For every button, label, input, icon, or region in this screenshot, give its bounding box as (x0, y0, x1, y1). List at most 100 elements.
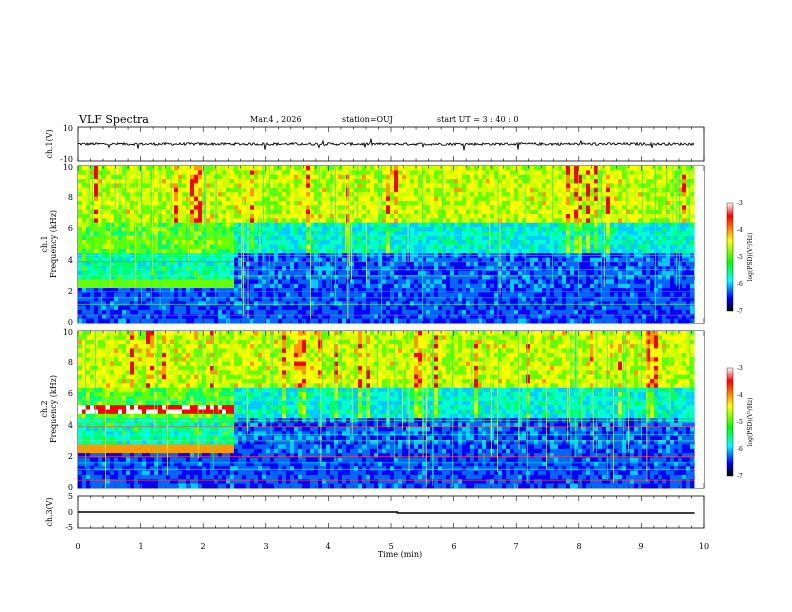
spectrogram-cell (266, 209, 271, 215)
spectrogram-cell (474, 205, 479, 211)
spectrogram-cell (518, 218, 523, 224)
spectrogram-cell (622, 266, 627, 272)
spectrogram-cell (358, 227, 363, 232)
spectrogram-cell (370, 235, 375, 241)
spectrogram-cell (526, 283, 531, 289)
spectrogram-cell (426, 257, 431, 263)
spectrogram-cell (570, 301, 575, 306)
spectrogram-cell (454, 318, 459, 324)
spectrogram-cell (198, 314, 203, 320)
spectrogram-cell (410, 301, 415, 306)
spectrogram-cell (494, 183, 499, 189)
spectrogram-cell (146, 279, 151, 285)
spectrogram-cell (410, 205, 415, 211)
spectrogram-cell (474, 218, 479, 224)
spectrogram-cell (474, 231, 479, 237)
spectrogram-cell (250, 196, 255, 202)
spectrogram-cell (334, 275, 339, 280)
spectrogram-cell (78, 174, 83, 180)
spectrogram-cell (326, 244, 331, 250)
spectrogram-cell (314, 244, 319, 250)
spectrogram-cell (106, 296, 111, 302)
spectrogram-cell (310, 192, 315, 197)
spectrogram-cell (174, 196, 179, 202)
spectrogram-cell (534, 218, 539, 224)
spectrogram-cell (134, 179, 139, 184)
spectrogram-cell (538, 235, 543, 241)
spectrogram-cell (550, 288, 555, 293)
spectrogram-cell (106, 200, 111, 206)
spectrogram-cell (534, 288, 539, 293)
spectrogram-cell (314, 174, 319, 180)
spectrogram-cell (242, 187, 247, 193)
spectrogram-cell (542, 187, 547, 193)
spectrogram-cell (446, 244, 451, 250)
spectrogram-cell (546, 187, 551, 193)
spectrogram-cell (286, 257, 291, 263)
spectrogram-cell (106, 248, 111, 254)
spectrogram-cell (226, 192, 231, 197)
spectrogram-cell (570, 214, 575, 219)
spectrogram-cell (122, 314, 127, 320)
spectrogram-cell (486, 170, 491, 176)
spectrogram-cell (174, 266, 179, 272)
spectrogram-cell (270, 309, 275, 315)
spectrogram-cell (534, 266, 539, 272)
spectrogram-cell (546, 183, 551, 189)
spectrogram-cell (450, 314, 455, 320)
spectrogram-cell (134, 288, 139, 293)
spectrogram-cell (166, 279, 171, 285)
spectrogram-cell (558, 222, 563, 228)
spectrogram-cell (358, 318, 363, 324)
spectrogram-cell (538, 222, 543, 228)
spectrogram-cell (162, 257, 167, 263)
spectrogram-cell (466, 266, 471, 272)
spectrogram-cell (82, 227, 87, 232)
spectrogram-cell (106, 314, 111, 320)
spectrogram-cell (210, 301, 215, 306)
spectrogram-cell (610, 170, 615, 176)
spectrogram-cell (542, 209, 547, 215)
spectrogram-cell (350, 248, 355, 254)
spectrogram-cell (342, 222, 347, 228)
spectrogram-cell (538, 166, 543, 171)
spectrogram-cell (462, 214, 467, 219)
spectrogram-cell (506, 279, 511, 285)
spectrogram-cell (518, 292, 523, 298)
spectrogram-cell (230, 288, 235, 293)
spectrogram-cell (358, 231, 363, 237)
spectrogram-cell (550, 318, 555, 324)
spectrogram-cell (94, 205, 99, 211)
spectrogram-cell (558, 187, 563, 193)
spectrogram-cell (238, 240, 243, 245)
spectrogram-cell (390, 292, 395, 298)
spectrogram-cell (298, 222, 303, 228)
spectrogram-cell (106, 187, 111, 193)
spectrogram-cell (410, 240, 415, 245)
spectrogram-cell (94, 209, 99, 215)
spectrogram-cell (82, 292, 87, 298)
spectrogram-cell (190, 174, 195, 180)
spectrogram-cell (390, 214, 395, 219)
spectrogram-cell (310, 214, 315, 219)
spectrogram-cell (446, 174, 451, 180)
spectrogram-cell (362, 318, 367, 324)
spectrogram-cell (610, 275, 615, 280)
spectrogram-cell (458, 305, 463, 311)
spectrogram-cell (434, 305, 439, 311)
spectrogram-cell (138, 261, 143, 267)
spectrogram-cell (594, 192, 599, 197)
spectrogram-cell (306, 179, 311, 184)
ch1-spectrogram-image (78, 166, 704, 324)
spectrogram-cell (478, 183, 483, 189)
spectrogram-cell (610, 305, 615, 311)
spectrogram-cell (322, 288, 327, 293)
spectrogram-cell (270, 218, 275, 224)
spectrogram-cell (102, 187, 107, 193)
spectrogram-cell (454, 314, 459, 320)
spectrogram-cell (574, 275, 579, 280)
spectrogram-cell (226, 231, 231, 237)
spectrogram-cell (286, 192, 291, 197)
spectrogram-cell (554, 270, 559, 276)
spectrogram-cell (430, 292, 435, 298)
